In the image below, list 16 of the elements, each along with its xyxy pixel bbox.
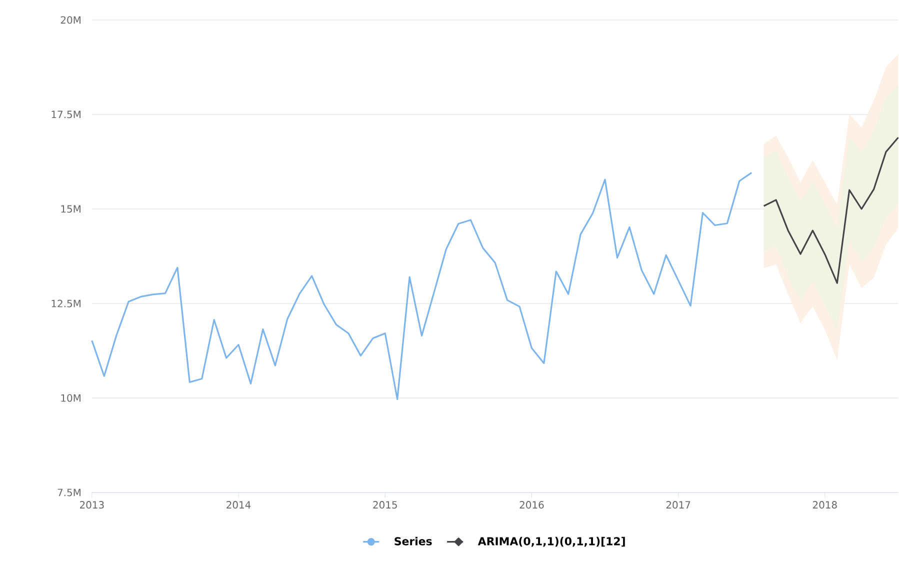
y-tick-label: 15M	[61, 205, 80, 212]
x-tick-label: 2018	[812, 500, 837, 508]
x-tick-label: 2015	[373, 500, 397, 508]
y-tick-label: 20M	[60, 16, 80, 24]
legend-label: Series	[394, 536, 432, 546]
y-tick-label: 10M	[61, 394, 80, 402]
y-tick-label: 17.5M	[52, 110, 80, 118]
line-series	[91, 172, 752, 400]
x-tick-label: 2014	[226, 500, 251, 508]
y-tick-label: 7.5M	[58, 488, 80, 496]
x-tick-label: 2017	[666, 500, 690, 508]
x-tick-label: 2013	[80, 500, 104, 508]
line-series	[763, 136, 899, 284]
x-tick-label: 2016	[520, 500, 544, 508]
y-tick-label: 12.5M	[52, 300, 80, 308]
legend-label: ARIMA(0,1,1)(0,1,1)[12]	[478, 536, 625, 547]
